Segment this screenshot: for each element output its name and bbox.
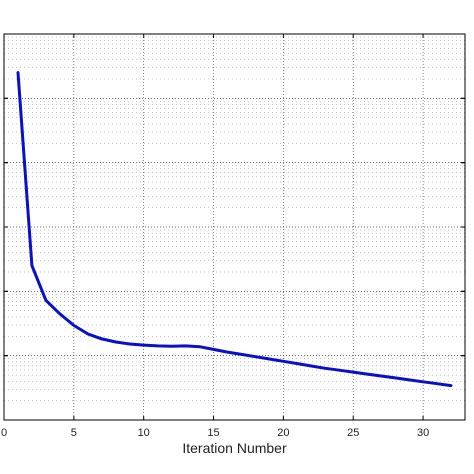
- x-axis-ticks: 0 5 10 15 20 25 30: [1, 34, 465, 439]
- x-tick-label: 25: [347, 427, 359, 439]
- x-tick-label: 10: [138, 427, 150, 439]
- x-axis-title: Iteration Number: [182, 440, 287, 456]
- x-tick-label: 15: [207, 427, 219, 439]
- major-grid: [4, 34, 465, 420]
- x-tick-label: 20: [277, 427, 289, 439]
- x-tick-label: 5: [71, 427, 77, 439]
- x-tick-label: 0: [1, 427, 7, 439]
- series-line: [16, 71, 453, 388]
- minor-grid: [4, 36, 465, 401]
- series-group: [16, 71, 453, 388]
- x-tick-label: 30: [417, 427, 429, 439]
